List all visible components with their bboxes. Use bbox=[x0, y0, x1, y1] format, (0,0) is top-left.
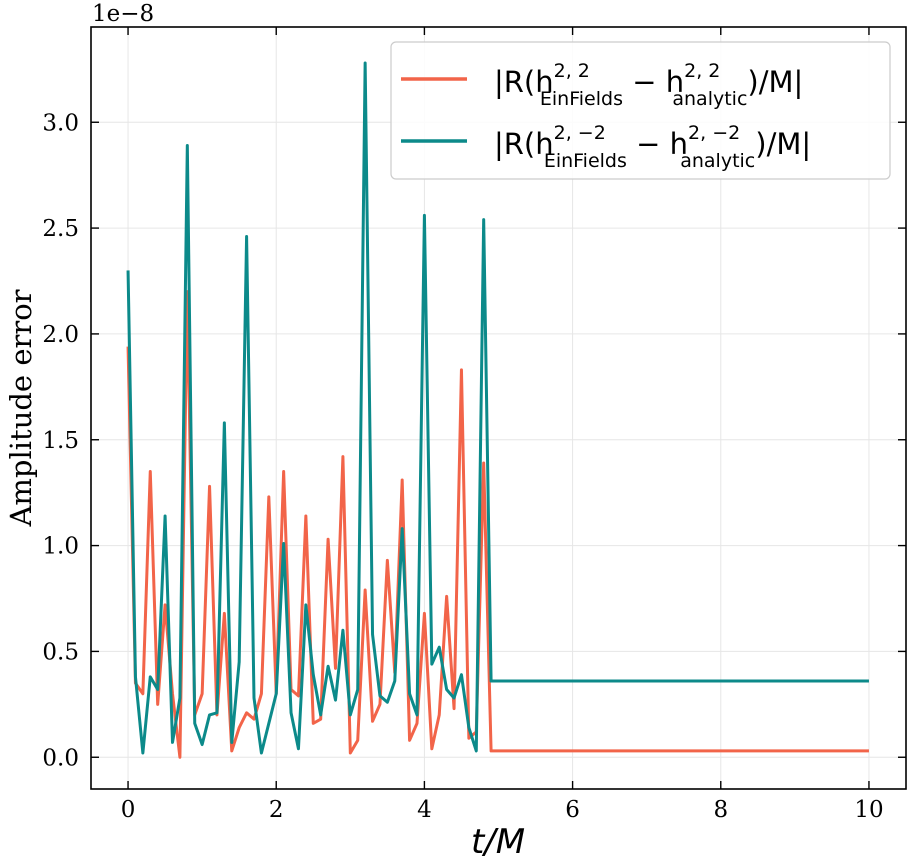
legend-box bbox=[390, 41, 891, 180]
y-tick-label-1: 0.5 bbox=[42, 639, 79, 665]
x-tick-label-3: 6 bbox=[565, 797, 580, 823]
y-tick-label-6: 3.0 bbox=[42, 110, 79, 136]
y-tick-label-3: 1.5 bbox=[42, 428, 79, 454]
y-tick-label-5: 2.5 bbox=[42, 216, 79, 242]
series-line-2 bbox=[126, 61, 869, 755]
x-tick-label-1: 2 bbox=[269, 797, 284, 823]
y-tick-label-4: 2.0 bbox=[42, 322, 79, 348]
legend-entry-series-2: |R(h2, −2 EinFields − h2, −2 analytic)/M| bbox=[494, 122, 811, 172]
y-offset-label: 1e−8 bbox=[92, 1, 154, 27]
plot-frame bbox=[90, 26, 907, 790]
x-tick-label-4: 8 bbox=[713, 797, 728, 823]
x-tick-label-5: 10 bbox=[854, 797, 883, 823]
y-tick-label-0: 0.0 bbox=[42, 745, 79, 771]
axis-ticks: 0 2 4 6 8 10 0.0 0.5 1.0 1.5 2.0 2.5 3.0 bbox=[42, 27, 906, 823]
x-tick-label-0: 0 bbox=[121, 797, 136, 823]
series-lines bbox=[126, 61, 869, 759]
legend: |R(h2, 2 EinFields − h2, 2 analytic)/M| |R… bbox=[390, 41, 891, 180]
y-tick-label-2: 1.0 bbox=[42, 534, 79, 560]
x-tick-label-2: 4 bbox=[417, 797, 432, 823]
legend-entry-series-1: |R(h2, 2 EinFields − h2, 2 analytic)/M| bbox=[494, 60, 803, 110]
y-axis-label: Amplitude error bbox=[4, 289, 38, 527]
x-axis-label: t/M bbox=[471, 822, 525, 862]
